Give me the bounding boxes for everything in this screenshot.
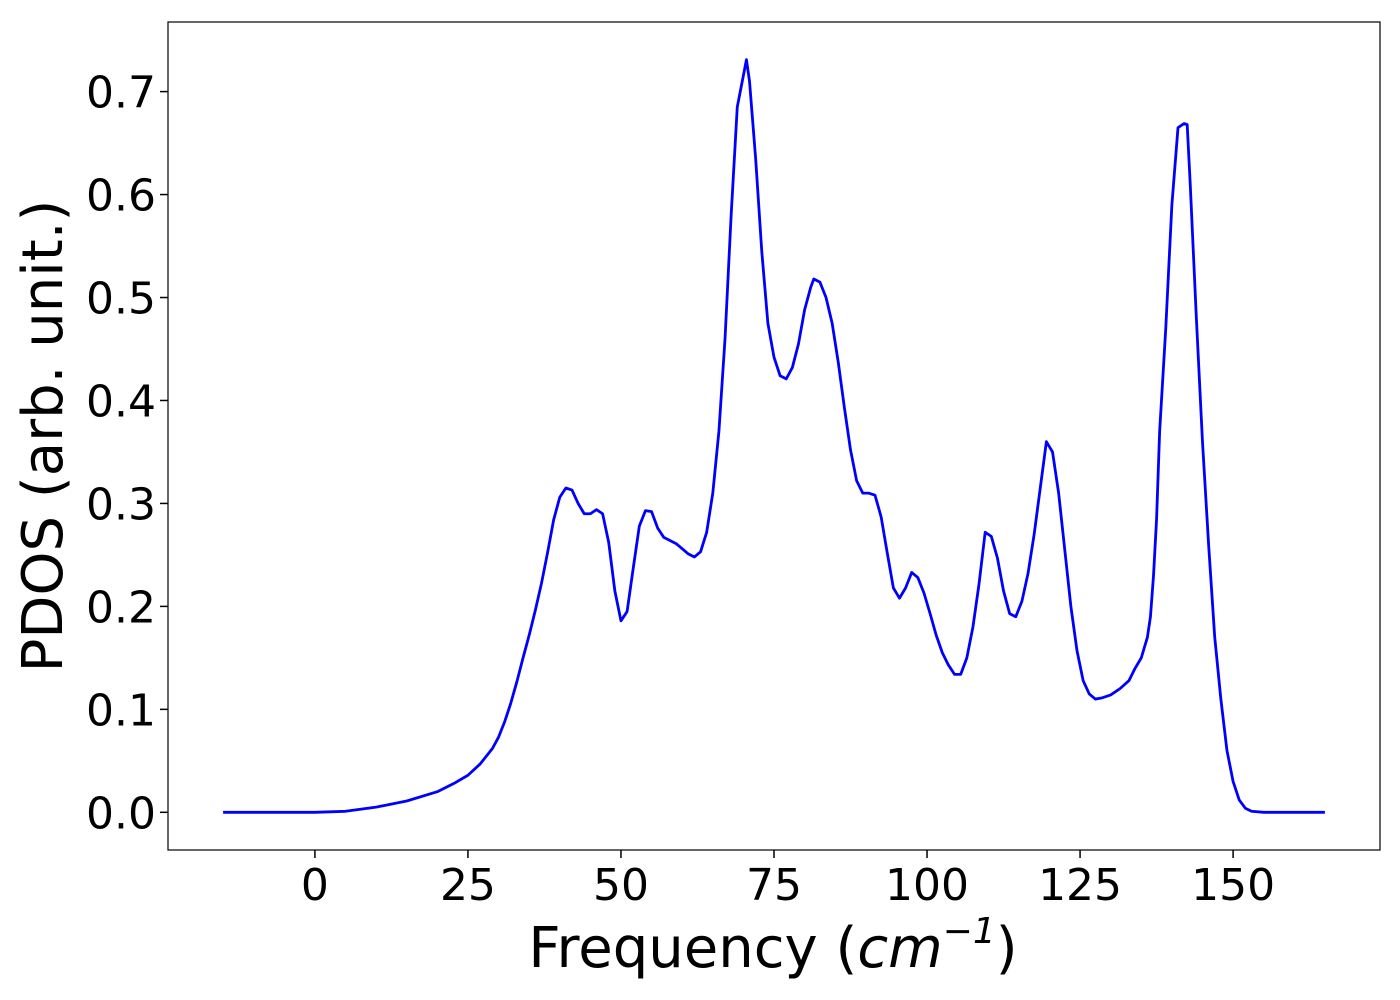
x-label-close: ) [996, 916, 1018, 981]
y-tick-label: 0.3 [86, 479, 156, 530]
x-tick-label: 25 [440, 860, 496, 911]
y-tick-label: 0.1 [86, 685, 156, 736]
y-tick-label: 0.7 [86, 68, 156, 119]
plot-frame [167, 21, 1381, 851]
y-tick-label: 0.4 [86, 376, 156, 427]
y-tick-label: 0.0 [86, 788, 156, 839]
y-axis-label: PDOS (arb. unit.) [11, 200, 76, 673]
x-tick-label: 75 [746, 860, 802, 911]
x-tick-label: 0 [301, 860, 329, 911]
x-tick-label: 50 [593, 860, 649, 911]
data-line [223, 58, 1325, 814]
x-axis-label: Frequency (cm−1) [528, 911, 1017, 981]
x-tick-label: 100 [885, 860, 969, 911]
x-label-exponent: −1 [943, 911, 996, 952]
y-tick-label: 0.6 [86, 171, 156, 222]
y-tick-label: 0.5 [86, 274, 156, 325]
x-tick-label: 150 [1191, 860, 1275, 911]
x-label-text: Frequency ( [528, 916, 857, 981]
x-tick-label: 125 [1038, 860, 1122, 911]
x-label-unit: cm [857, 916, 942, 981]
y-tick-label: 0.2 [86, 582, 156, 633]
